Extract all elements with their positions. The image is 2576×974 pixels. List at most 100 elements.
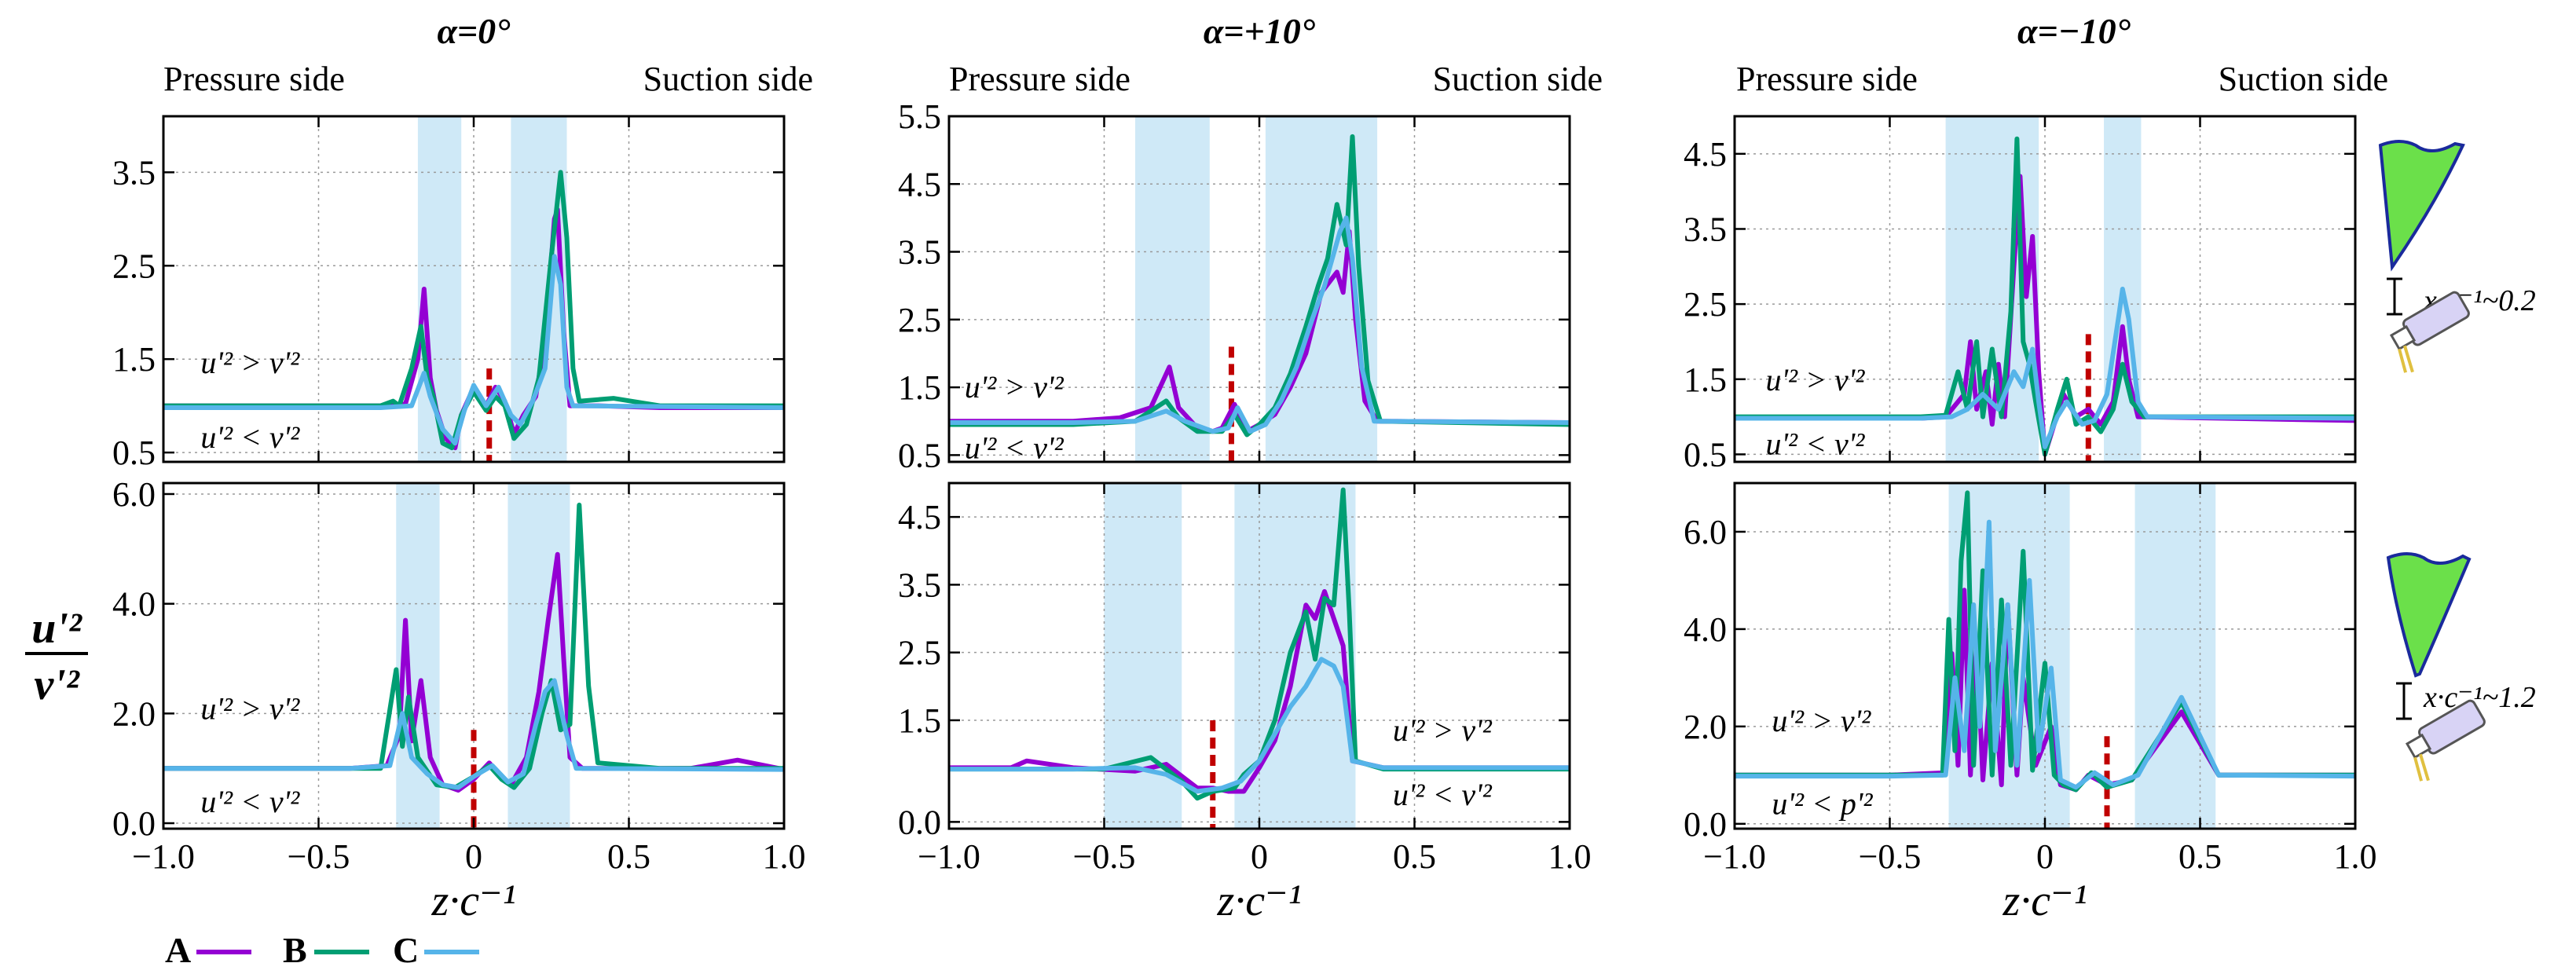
x-tick-label: 0 [2036, 837, 2054, 876]
x-tick-label: −1.0 [1703, 837, 1766, 876]
y-tick-label: 2.5 [898, 301, 941, 339]
pressure-side-label-0: Pressure side [163, 60, 345, 98]
annotation-greater: u'² > v'² [200, 345, 300, 380]
y-tick-label: 2.0 [1684, 708, 1727, 746]
x-tick-label: 0 [465, 837, 482, 876]
suction-side-label-2: Suction side [2219, 60, 2388, 98]
xlabel-2: z·c⁻¹ [2003, 877, 2087, 925]
y-tick-label: 0.0 [898, 803, 941, 841]
panel-r0c0: 0.5 1.5 2.5 3.5 u'² > v'² u'² < v'² [112, 115, 786, 472]
y-tick-label: 1.5 [1684, 361, 1727, 399]
y-tick-label: 0.5 [898, 436, 941, 474]
x-tick-label: 1.0 [763, 837, 806, 876]
probe-icon [2389, 291, 2470, 373]
annotation-greater: u'² > v'² [965, 369, 1064, 405]
y-tick-label: 0.5 [1684, 435, 1727, 474]
column-title-1: α=+10° [1204, 11, 1316, 51]
series-line-a [1735, 174, 2355, 457]
y-tick-label: 0.0 [1684, 805, 1727, 844]
y-tick-label: 0.0 [112, 804, 156, 843]
panel-r0c2: 0.5 1.5 2.5 3.5 4.5 u'² > v'² u'² < v'² [1684, 115, 2357, 474]
y-tick-label: 4.5 [1684, 135, 1727, 174]
svg-text:v'²: v'² [34, 661, 79, 709]
wing-section-icon [2378, 140, 2465, 272]
series-line-c [949, 215, 1570, 434]
measure-bar-icon [2396, 682, 2412, 720]
suction-side-label-0: Suction side [643, 60, 813, 98]
annotation-less: u'² < v'² [1393, 777, 1493, 812]
y-tick-label: 3.5 [898, 566, 941, 604]
svg-text:u'²: u'² [31, 604, 82, 653]
legend-label-c: C [393, 930, 419, 970]
series-line-c [949, 657, 1570, 794]
inset-label-1: x·c⁻¹~1.2 [2423, 681, 2536, 714]
series-line-c [163, 254, 784, 446]
x-tick-label: −1.0 [918, 837, 980, 876]
panels: 0.5 1.5 2.5 3.5 u'² > v'² u'² < v'² 0.5 1.5 2.5 3… [112, 97, 2377, 876]
shaded-region [511, 116, 567, 462]
x-tick-label: 0.5 [2178, 837, 2222, 876]
x-tick-label: −0.5 [1073, 837, 1136, 876]
annotation-less: u'² < v'² [1766, 426, 1866, 461]
xlabel-0: z·c⁻¹ [431, 877, 516, 925]
column-title-0: α=0° [437, 11, 511, 51]
annotation-greater: u'² > v'² [1772, 703, 1871, 738]
x-tick-label: −1.0 [132, 837, 195, 876]
y-tick-label: 1.5 [112, 340, 156, 379]
suction-side-label-1: Suction side [1433, 60, 1603, 98]
panel-r1c0: −1.0 −0.5 0 0.5 1.0 0.0 2.0 4.0 6.0 u'² > v'² u'² … [112, 475, 806, 876]
y-tick-label: 2.0 [112, 694, 156, 733]
x-tick-label: −0.5 [1859, 837, 1922, 876]
x-tick-label: 1.0 [1548, 837, 1592, 876]
wing-top-dash [2380, 140, 2456, 152]
y-tick-label: 3.5 [898, 233, 941, 272]
series-line-b [163, 170, 784, 451]
y-tick-label: 4.5 [898, 165, 941, 203]
y-tick-label: 1.5 [898, 368, 941, 407]
y-tick-label: 1.5 [898, 701, 941, 740]
y-tick-label: 6.0 [1684, 513, 1727, 551]
x-tick-label: 0.5 [1393, 837, 1436, 876]
y-tick-label: 3.5 [112, 153, 156, 192]
y-tick-label: 0.5 [112, 434, 156, 472]
y-tick-label: 6.0 [112, 475, 156, 514]
legend: A B C [165, 930, 479, 970]
annotation-less-alt: u'² < p'² [1772, 785, 1873, 821]
y-tick-label: 2.5 [112, 247, 156, 285]
shaded-region [2134, 483, 2216, 829]
y-tick-label: 5.5 [898, 97, 941, 136]
legend-label-a: A [165, 930, 191, 970]
series-line-c [1735, 287, 2355, 449]
y-tick-label: 2.5 [1684, 285, 1727, 324]
pressure-side-label-1: Pressure side [949, 60, 1130, 98]
inset-station-1: x·c⁻¹~1.2 [2386, 552, 2536, 782]
y-tick-label: 4.0 [1684, 610, 1727, 649]
shaded-region [1135, 116, 1210, 462]
x-tick-label: 1.0 [2334, 837, 2377, 876]
x-tick-label: 0 [1251, 837, 1268, 876]
series-line-c [163, 678, 784, 790]
figure-ylabel: u'² v'² [25, 604, 88, 709]
annotation-less: u'² < v'² [200, 784, 300, 819]
column-title-2: α=−10° [2017, 11, 2131, 51]
y-tick-label: 3.5 [1684, 210, 1727, 248]
panel-r1c1: −1.0 −0.5 0 0.5 1.0 0.0 1.5 2.5 3.5 4.5 u'² > v'² u… [898, 482, 1592, 876]
x-tick-label: 0.5 [607, 837, 650, 876]
x-tick-label: −0.5 [288, 837, 350, 876]
series-line-c [1735, 519, 2355, 790]
panel-r1c2: −1.0 −0.5 0 0.5 1.0 0.0 2.0 4.0 6.0 u'² > v'² u'² … [1684, 482, 2377, 876]
inset-station-0: x·c⁻¹~0.2 [2378, 140, 2536, 373]
legend-label-b: B [283, 930, 307, 970]
annotation-less: u'² < v'² [965, 430, 1064, 466]
panel-r0c1: 0.5 1.5 2.5 3.5 4.5 5.5 u'² > v'² u'² < v'² [898, 97, 1571, 474]
wing-top-dash [2387, 552, 2464, 565]
y-tick-label: 2.5 [898, 634, 941, 672]
annotation-greater: u'² > v'² [200, 690, 300, 726]
measure-bar-icon [2387, 277, 2402, 316]
probe-icon [2405, 699, 2486, 782]
y-tick-label: 4.0 [112, 585, 156, 624]
xlabel-1: z·c⁻¹ [1217, 877, 1302, 925]
annotation-greater: u'² > v'² [1393, 712, 1493, 748]
annotation-less: u'² < v'² [200, 419, 300, 455]
